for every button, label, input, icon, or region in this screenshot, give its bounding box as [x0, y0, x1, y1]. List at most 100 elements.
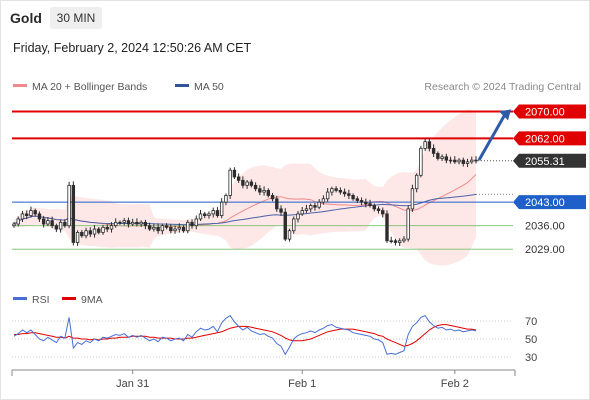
candle-body: [423, 141, 427, 149]
candle: [241, 176, 245, 189]
candle: [194, 215, 198, 230]
candle: [63, 219, 67, 228]
candle-body: [109, 225, 114, 230]
candle: [67, 181, 71, 229]
candle-body: [283, 211, 287, 240]
candle-body: [436, 153, 440, 159]
legend-swatch-1: [175, 84, 189, 87]
level-box-2070.00: [513, 104, 586, 119]
candle-body: [292, 218, 296, 232]
candle: [304, 204, 309, 214]
candle-body: [368, 203, 372, 206]
candle-body: [203, 213, 207, 216]
legend-swatch-0: [13, 84, 27, 87]
candle: [461, 157, 465, 167]
timeframe-badge[interactable]: 30 MIN: [50, 7, 102, 29]
candle-body: [147, 225, 152, 230]
candle: [84, 227, 88, 239]
candle-body: [465, 161, 470, 164]
x-tick-label-2: Feb 2: [441, 378, 469, 390]
candle: [275, 195, 279, 212]
candle-body: [92, 228, 97, 235]
candle: [266, 188, 271, 198]
candle: [139, 220, 143, 228]
candle: [270, 192, 275, 202]
rsi-legend-swatch-1: [62, 297, 76, 300]
candle-body: [88, 230, 92, 235]
candle: [355, 196, 360, 203]
candle-body: [228, 169, 232, 196]
candle: [97, 227, 101, 235]
candle-body: [321, 198, 326, 203]
candle-body: [67, 184, 71, 227]
candle: [105, 224, 109, 233]
candle: [71, 181, 76, 246]
candle-body: [398, 240, 402, 243]
candle-body: [389, 240, 393, 243]
candle: [414, 173, 419, 193]
candle: [236, 173, 241, 183]
candle-body: [402, 238, 406, 242]
candle-body: [431, 147, 436, 154]
candle: [177, 223, 182, 233]
candle: [474, 156, 478, 164]
candle: [381, 207, 385, 218]
legend-credit: Research © 2024 Trading Central: [424, 81, 581, 93]
candle-body: [37, 213, 42, 220]
candle: [338, 187, 343, 195]
candle-body: [338, 189, 343, 193]
candle-body: [181, 226, 186, 232]
candle-body: [241, 179, 245, 186]
candle-body: [461, 159, 465, 164]
candle: [50, 216, 54, 229]
candle-body: [105, 226, 109, 230]
candle-body: [29, 210, 33, 216]
candle-body: [364, 201, 368, 205]
candle-body: [16, 218, 20, 225]
candle: [406, 205, 410, 242]
candle: [173, 225, 177, 234]
ma50-line: [13, 193, 477, 226]
candle: [25, 210, 29, 220]
candle: [92, 225, 97, 238]
candle-body: [46, 220, 50, 225]
candle: [419, 145, 423, 178]
candle: [58, 219, 63, 233]
level-box-2043.00: [513, 195, 586, 210]
candle-body: [71, 184, 76, 243]
candle-body: [58, 221, 63, 230]
candle-body: [236, 176, 241, 181]
candle: [80, 229, 84, 238]
candle-body: [215, 210, 220, 216]
level-label-2055.31: 2055.31: [525, 156, 565, 168]
candle-body: [190, 221, 194, 227]
candle-body: [279, 208, 283, 213]
candle: [219, 198, 224, 219]
candle-body: [457, 159, 461, 163]
candle-body: [393, 240, 398, 243]
candle: [224, 193, 228, 206]
candle-body: [63, 221, 67, 227]
candle: [368, 199, 372, 208]
candle-body: [419, 147, 423, 176]
candle: [313, 203, 317, 211]
candle: [215, 207, 220, 218]
candle-body: [453, 159, 457, 163]
candle: [135, 218, 139, 227]
level-label-2029.00: 2029.00: [525, 244, 565, 256]
candle-body: [152, 226, 156, 230]
candle: [118, 220, 122, 225]
level-box-2055.31: [513, 153, 586, 168]
candle: [164, 223, 169, 230]
rsi-tick-50: 50: [525, 334, 537, 346]
candle: [258, 185, 262, 196]
candle: [325, 188, 330, 202]
candle-body: [169, 226, 173, 232]
candle: [130, 218, 135, 227]
candle: [190, 219, 194, 229]
candle-body: [372, 205, 376, 210]
candle: [423, 138, 427, 151]
bollinger-band: [14, 109, 476, 266]
candle-body: [414, 174, 419, 190]
candle-body: [296, 213, 300, 220]
